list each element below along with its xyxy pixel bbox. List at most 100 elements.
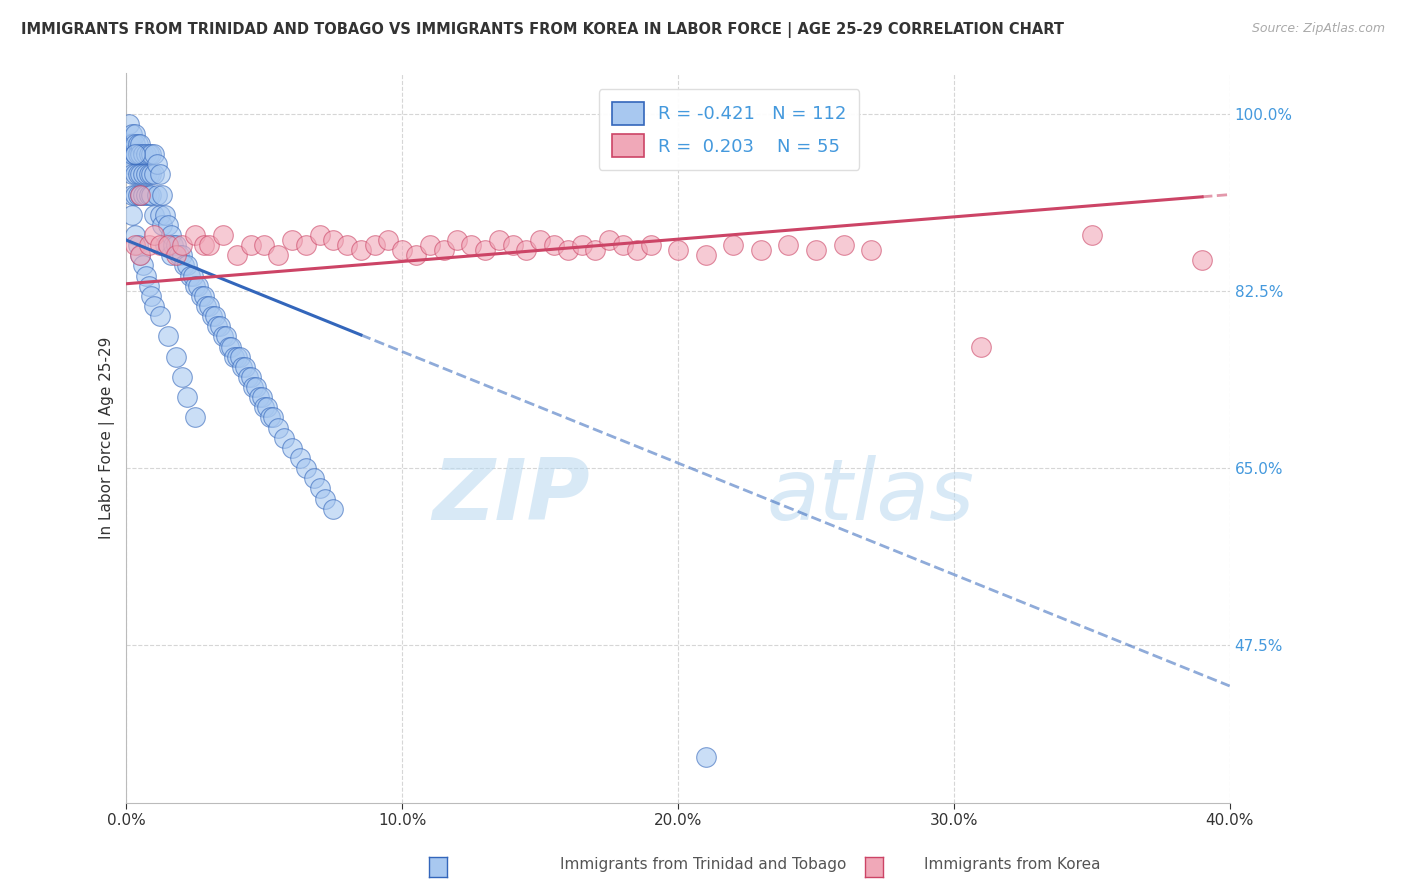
Point <box>749 244 772 258</box>
Point <box>666 244 689 258</box>
Point <box>184 228 207 243</box>
Point <box>141 187 163 202</box>
Point <box>804 244 827 258</box>
Point <box>184 410 207 425</box>
Text: Source: ZipAtlas.com: Source: ZipAtlas.com <box>1251 22 1385 36</box>
Point <box>695 750 717 764</box>
Point <box>138 167 160 181</box>
Text: atlas: atlas <box>766 455 974 538</box>
Point <box>219 340 242 354</box>
Point <box>170 238 193 252</box>
Point <box>225 248 247 262</box>
Point <box>167 248 190 262</box>
Point <box>209 319 232 334</box>
Point <box>193 238 215 252</box>
Point <box>121 187 143 202</box>
Point <box>138 278 160 293</box>
Point <box>143 167 166 181</box>
Point <box>121 167 143 181</box>
Point <box>124 187 146 202</box>
Point <box>832 238 855 252</box>
Point <box>118 157 141 171</box>
Text: Immigrants from Trinidad and Tobago: Immigrants from Trinidad and Tobago <box>560 857 846 872</box>
Point <box>129 167 152 181</box>
Point <box>184 278 207 293</box>
Point <box>127 167 149 181</box>
Point <box>138 147 160 161</box>
Text: Immigrants from Korea: Immigrants from Korea <box>924 857 1101 872</box>
Point <box>612 238 634 252</box>
Point <box>195 299 218 313</box>
Point <box>165 238 187 252</box>
Point <box>129 248 152 262</box>
Point <box>460 238 482 252</box>
Point <box>860 244 883 258</box>
Point <box>170 248 193 262</box>
Point <box>146 187 169 202</box>
Point <box>377 233 399 247</box>
Point <box>314 491 336 506</box>
Point <box>529 233 551 247</box>
Point <box>135 187 157 202</box>
Point <box>143 299 166 313</box>
Point <box>170 370 193 384</box>
Text: IMMIGRANTS FROM TRINIDAD AND TOBAGO VS IMMIGRANTS FROM KOREA IN LABOR FORCE | AG: IMMIGRANTS FROM TRINIDAD AND TOBAGO VS I… <box>21 22 1064 38</box>
Point <box>1081 228 1104 243</box>
Point <box>207 319 229 334</box>
Point <box>322 501 344 516</box>
Point <box>336 238 359 252</box>
Point <box>148 208 170 222</box>
Point <box>159 228 181 243</box>
Point <box>187 278 209 293</box>
Point <box>778 238 800 252</box>
Point <box>273 431 295 445</box>
Point <box>262 410 284 425</box>
Point <box>294 461 316 475</box>
Point <box>143 147 166 161</box>
Point <box>141 167 163 181</box>
Point <box>148 167 170 181</box>
Point <box>391 244 413 258</box>
Point <box>253 401 276 415</box>
Point <box>474 244 496 258</box>
Point <box>723 238 745 252</box>
Point <box>308 482 330 496</box>
Point <box>419 238 441 252</box>
Text: ZIP: ZIP <box>432 455 591 538</box>
Point <box>212 228 235 243</box>
Point <box>557 244 579 258</box>
Point <box>156 238 179 252</box>
Point <box>218 340 240 354</box>
Point <box>153 208 176 222</box>
Point <box>135 268 157 283</box>
Point <box>176 390 198 404</box>
Point <box>236 370 259 384</box>
Point <box>121 127 143 141</box>
Point <box>242 380 264 394</box>
Point <box>132 167 155 181</box>
Point <box>118 147 141 161</box>
Point <box>162 238 184 252</box>
Point <box>204 309 226 323</box>
Point <box>148 309 170 323</box>
Point <box>571 238 593 252</box>
Point <box>143 228 166 243</box>
Point <box>308 228 330 243</box>
Point <box>201 309 224 323</box>
Point <box>124 147 146 161</box>
Point <box>141 147 163 161</box>
Point <box>502 238 524 252</box>
Point <box>121 136 143 151</box>
Point <box>165 248 187 262</box>
Point <box>129 147 152 161</box>
Point <box>127 147 149 161</box>
Point <box>146 157 169 171</box>
Point <box>695 248 717 262</box>
Point <box>350 244 373 258</box>
Point <box>132 147 155 161</box>
Point <box>446 233 468 247</box>
Point <box>165 350 187 364</box>
Point <box>488 233 510 247</box>
Point <box>1191 253 1213 268</box>
Point <box>181 268 204 283</box>
